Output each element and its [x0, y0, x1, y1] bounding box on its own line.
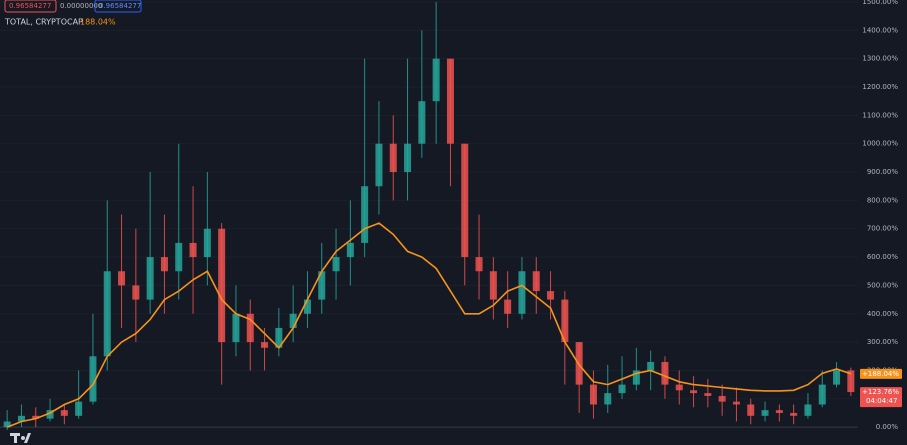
candle-body	[432, 58, 440, 102]
y-tick-label: 1400.00%	[862, 26, 898, 34]
candle-body	[46, 410, 54, 419]
candle-body	[103, 271, 111, 357]
candle-body	[418, 101, 426, 144]
candle-body	[818, 384, 826, 405]
candle-body	[589, 384, 597, 405]
candle-body	[75, 401, 83, 416]
candle-body	[847, 370, 855, 393]
y-tick-label: 1200.00%	[862, 83, 898, 91]
candle-body	[60, 410, 68, 416]
candle-body	[675, 384, 683, 391]
line	[6, 222, 852, 428]
candle-body	[547, 291, 555, 300]
indicator-value: 0.96584277	[99, 2, 141, 10]
candle-body	[389, 143, 397, 173]
candle-body	[504, 299, 512, 314]
y-tick-label: 1100.00%	[862, 111, 898, 119]
candle-body	[346, 242, 354, 258]
candle-body	[704, 393, 712, 396]
y-tick-label: 400.00%	[867, 310, 898, 318]
candle-body	[261, 342, 269, 348]
candle-body	[446, 58, 454, 144]
candle-body	[17, 415, 25, 422]
candle-body	[561, 299, 569, 343]
candle-body	[318, 271, 326, 300]
candle-body	[761, 410, 769, 416]
countdown: 04:04:47	[866, 397, 897, 405]
y-tick-label: 0.00%	[876, 423, 899, 431]
candle-body	[461, 143, 469, 258]
candle-body	[604, 393, 612, 405]
indicator-box	[94, 0, 142, 13]
candle-body	[275, 327, 283, 348]
candle-body	[804, 404, 812, 416]
y-tick-label: 1500.00%	[862, 0, 898, 6]
candle-body	[232, 313, 240, 343]
legend-name: TOTAL, CRYPTOCAP	[4, 18, 83, 27]
tv-logo	[10, 433, 31, 443]
candle-body	[189, 242, 197, 258]
candle-body	[732, 401, 740, 405]
candle-body	[218, 228, 226, 343]
candle-body	[532, 271, 540, 292]
candle-body	[775, 410, 783, 413]
price-tag	[860, 387, 902, 408]
y-tick-label: 800.00%	[867, 196, 898, 204]
candle-body	[361, 186, 369, 243]
indicator-box	[4, 0, 57, 13]
y-tick-label: 700.00%	[867, 225, 898, 233]
candle-body	[489, 271, 497, 300]
indicator-value: 0.96584277	[9, 2, 51, 10]
candle-body	[404, 143, 412, 173]
candle-body	[575, 342, 583, 385]
candle-body	[718, 395, 726, 402]
candle-body	[246, 313, 254, 343]
candle-body	[632, 370, 640, 385]
price-tag-label: +188.04%	[862, 370, 899, 378]
candle-body	[475, 257, 483, 272]
y-tick-label: 500.00%	[867, 281, 898, 289]
candle-body	[375, 143, 383, 187]
candle-body	[289, 313, 297, 328]
candle-body	[690, 390, 698, 394]
candle-body	[790, 412, 798, 416]
price-tag	[860, 368, 902, 379]
candle-body	[618, 384, 626, 394]
y-tick-label: 900.00%	[867, 168, 898, 176]
candle-body	[146, 257, 154, 300]
candle-body	[32, 415, 40, 419]
candle-body	[89, 356, 97, 402]
legend-value: 188.04%	[80, 18, 116, 27]
candle-body	[647, 361, 655, 371]
candle-body	[3, 421, 11, 428]
indicator-value: 0.00000000	[60, 2, 102, 10]
candle-body	[203, 228, 211, 258]
y-tick-label: 1000.00%	[862, 140, 898, 148]
candle-body	[303, 299, 311, 314]
candle-body	[118, 271, 126, 286]
candle-body	[833, 370, 841, 385]
candle-body	[160, 257, 168, 272]
price-tag-label: +123.76%	[862, 388, 899, 396]
candle-body	[518, 271, 526, 314]
y-tick-label: 300.00%	[867, 338, 898, 346]
y-tick-label: 1300.00%	[862, 55, 898, 63]
y-tick-label: 600.00%	[867, 253, 898, 261]
candle-body	[661, 361, 669, 385]
candle-body	[132, 285, 140, 300]
candle-body	[747, 404, 755, 416]
candle-body	[332, 257, 340, 272]
candle-body	[175, 242, 183, 272]
